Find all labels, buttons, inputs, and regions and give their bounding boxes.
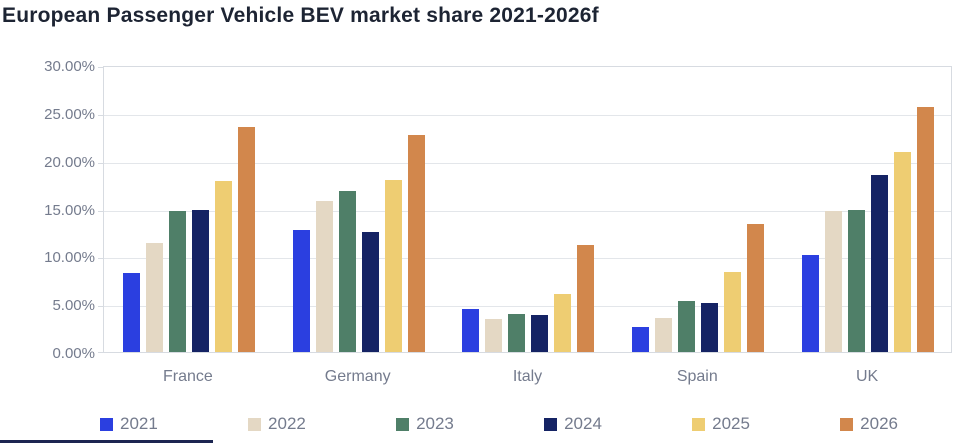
bar-italy-2022 [485, 318, 503, 352]
bar-uk-2024 [871, 175, 889, 352]
legend-swatch-icon [100, 417, 113, 431]
y-axis-tick [98, 258, 104, 260]
x-tick-label-uk: UK [855, 368, 879, 385]
bar-italy-2024 [531, 314, 549, 352]
y-tick-label: 10.00% [44, 249, 95, 267]
legend-swatch-icon [840, 417, 854, 431]
y-tick-label: 15.00% [44, 201, 95, 219]
legend-item-2022: 2022 [248, 414, 306, 434]
gridline [104, 162, 951, 164]
y-tick-label: 5.00% [52, 297, 95, 315]
gridline [104, 306, 951, 308]
y-axis-tick [98, 306, 104, 308]
bar-group-germany [274, 135, 444, 352]
legend-label: 2026 [860, 414, 898, 433]
bar-germany-2026 [407, 135, 425, 352]
legend-item-2024: 2024 [544, 414, 602, 434]
legend-swatch-icon [396, 417, 410, 431]
gridline [104, 210, 951, 212]
bar-germany-2023 [338, 190, 356, 352]
legend-label: 2025 [712, 414, 750, 433]
bar-germany-2021 [292, 230, 310, 352]
bar-uk-2023 [848, 209, 866, 352]
x-tick-label-spain: Spain [676, 368, 718, 385]
bar-germany-2024 [361, 232, 379, 352]
bar-uk-2026 [917, 106, 935, 352]
y-tick-label: 0.00% [52, 345, 95, 362]
bar-france-2024 [191, 210, 209, 352]
bar-group-spain [613, 223, 783, 352]
y-axis-tick [98, 352, 104, 353]
legend-swatch-icon [544, 417, 558, 431]
bar-germany-2025 [384, 180, 402, 352]
bar-france-2022 [145, 242, 163, 352]
bar-italy-2023 [508, 314, 526, 352]
y-axis-tick [98, 162, 104, 164]
bar-france-2023 [168, 211, 186, 352]
legend-label: 2023 [416, 414, 454, 433]
bar-uk-2025 [894, 151, 912, 352]
plot-area [98, 66, 953, 353]
bar-spain-2025 [724, 272, 742, 352]
x-tick-label-italy: Italy [512, 368, 543, 385]
bar-uk-2022 [825, 211, 843, 352]
legend-item-2025: 2025 [692, 414, 750, 434]
legend: 2021 2022 2023 2024 2025 2026 [100, 414, 898, 434]
bottom-accent-strip [0, 440, 213, 443]
legend-item-2026: 2026 [840, 414, 898, 434]
legend-swatch-icon [248, 417, 262, 431]
bar-spain-2023 [678, 300, 696, 352]
legend-swatch-icon [692, 417, 706, 431]
bar-france-2021 [122, 273, 140, 352]
y-tick-label: 30.00% [44, 58, 95, 75]
bar-italy-2025 [554, 294, 572, 352]
y-axis-tick [98, 210, 104, 212]
legend-label: 2024 [564, 414, 602, 433]
bar-group-uk [783, 106, 953, 352]
legend-item-2021: 2021 [100, 414, 158, 434]
bar-spain-2021 [632, 327, 650, 352]
y-tick-label: 20.00% [44, 153, 95, 171]
bar-france-2025 [214, 181, 232, 352]
x-tick-label-france: France [163, 368, 213, 385]
bar-spain-2026 [747, 223, 765, 352]
y-axis-tick [98, 67, 104, 68]
bar-germany-2022 [315, 200, 333, 352]
chart-title: European Passenger Vehicle BEV market sh… [2, 4, 599, 27]
bar-spain-2022 [655, 317, 673, 352]
y-tick-label: 25.00% [44, 105, 95, 123]
y-axis-tick [98, 114, 104, 116]
legend-label: 2021 [120, 414, 158, 433]
bar-uk-2021 [802, 255, 820, 352]
bar-france-2026 [237, 126, 255, 352]
bar-group-france [104, 126, 274, 352]
gridline [104, 258, 951, 260]
bar-group-italy [444, 244, 614, 352]
bar-italy-2021 [462, 309, 480, 352]
legend-label: 2022 [268, 414, 306, 433]
bar-italy-2026 [577, 244, 595, 352]
x-tick-label-germany: Germany [324, 368, 391, 385]
bar-spain-2024 [701, 302, 719, 352]
legend-item-2023: 2023 [396, 414, 454, 434]
gridline [104, 114, 951, 116]
